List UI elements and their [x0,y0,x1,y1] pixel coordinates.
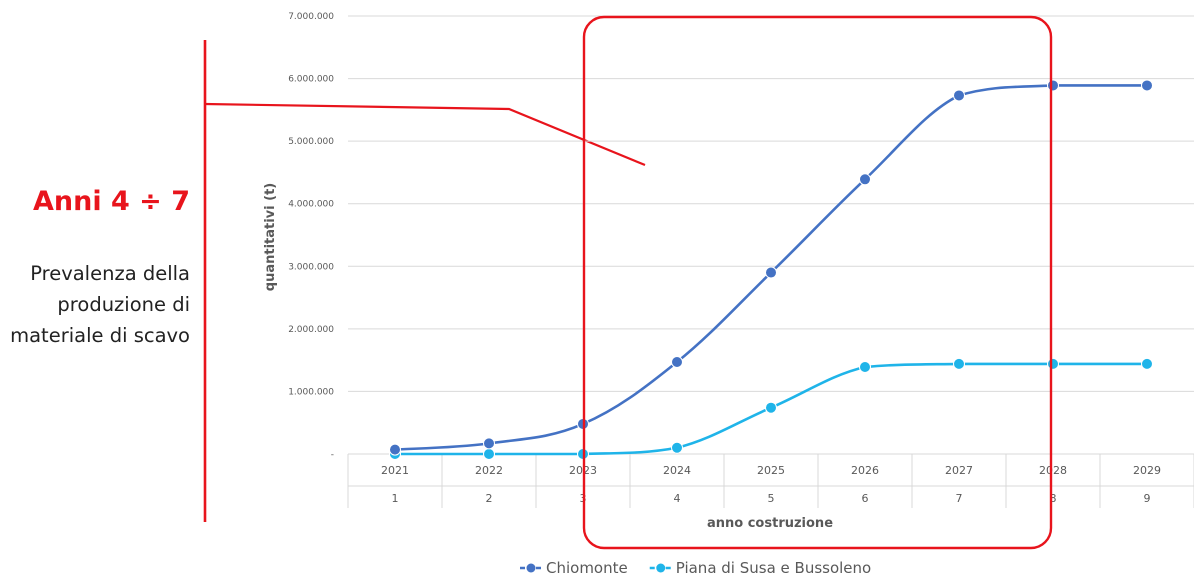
annotation-text: Prevalenza della produzione di materiale… [10,262,190,347]
data-point-piana-di-susa-e-bussoleno [671,441,683,454]
data-point-chiomonte [389,443,401,456]
y-tick-label: 7.000.000 [288,12,334,22]
y-tick-label: 4.000.000 [288,200,334,210]
x-tick-label-year: 2026 [851,464,879,477]
x-tick-label-year: 2028 [1039,464,1067,477]
data-point-chiomonte [483,437,495,450]
annotation-pointer-line [204,102,646,167]
data-point-chiomonte [1047,79,1059,92]
x-tick-label-number: 2 [486,492,493,505]
y-axis: - 1.000.000 2.000.000 3.000.000 4.000.000 5.0… [263,12,334,460]
grid-lines [348,15,1194,392]
legend-marker-chiomonte [526,563,536,573]
x-tick-label-number: 4 [674,492,681,505]
x-tick-label-year: 2021 [381,464,409,477]
x-tick-label-year: 2027 [945,464,973,477]
y-tick-label: 1.000.000 [288,387,334,397]
x-tick-label-number: 9 [1144,492,1151,505]
series-group [389,79,1153,460]
data-point-piana-di-susa-e-bussoleno [859,361,871,374]
legend-label-chiomonte: Chiomonte [546,559,628,577]
data-point-chiomonte [1141,79,1153,92]
data-point-chiomonte [765,266,777,279]
x-tick-label-number: 5 [768,492,775,505]
x-tick-label-number: 7 [956,492,963,505]
x-tick-label-year: 2024 [663,464,691,477]
highlight-box-group [582,15,1053,550]
x-axis: 2021120222202332024420255202662027720288… [347,453,1194,531]
data-point-piana-di-susa-e-bussoleno [953,357,965,370]
data-point-chiomonte [859,173,871,186]
data-point-chiomonte [953,89,965,102]
y-axis-title: quantitativi (t) [263,183,278,291]
data-point-piana-di-susa-e-bussoleno [765,401,777,414]
y-tick-label: - [331,450,334,460]
legend-label-piana-di-susa-e-bussoleno: Piana di Susa e Bussoleno [676,559,871,577]
data-point-chiomonte [671,356,683,369]
y-tick-label: 3.000.000 [288,262,334,272]
x-tick-label-number: 6 [862,492,869,505]
highlight-box [582,15,1053,550]
annotation-lines [203,40,646,522]
x-tick-label-year: 2025 [757,464,785,477]
y-tick-label: 5.000.000 [288,137,334,147]
legend-marker-piana-di-susa-e-bussoleno [656,563,666,573]
x-axis-title: anno costruzione [707,516,833,531]
x-tick-label-year: 2022 [475,464,503,477]
x-tick-label-number: 1 [392,492,399,505]
x-tick-label-year: 2029 [1133,464,1161,477]
data-point-piana-di-susa-e-bussoleno [1047,357,1059,370]
y-tick-label: 2.000.000 [288,325,334,335]
x-tick-label-number: 8 [1050,492,1057,505]
data-point-piana-di-susa-e-bussoleno [1141,357,1153,370]
y-tick-label: 6.000.000 [288,75,334,85]
legend: Chiomonte Piana di Susa e Bussoleno [520,559,871,577]
data-point-piana-di-susa-e-bussoleno [483,448,495,460]
annotation-panel: Anni 4 ÷ 7 Prevalenza della produzione d… [0,0,220,579]
annotation-title: Anni 4 ÷ 7 [33,186,190,217]
